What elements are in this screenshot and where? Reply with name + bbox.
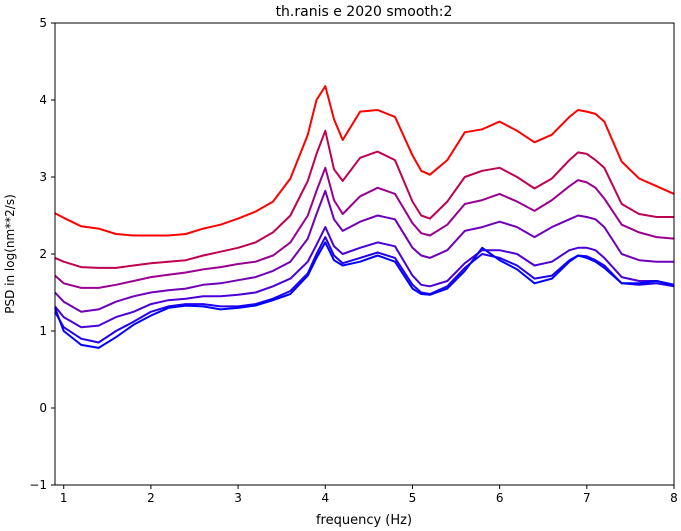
chart-title: th.ranis e 2020 smooth:2	[276, 4, 453, 20]
series-line-5	[54, 226, 675, 329]
axes-layer: 1 2 3 4 5 6 7 8 −1 0 1 2 3 4 5	[29, 16, 678, 505]
x-tick-label: 8	[670, 491, 678, 505]
series-line-2	[54, 129, 674, 269]
x-tick-label: 2	[147, 491, 155, 505]
y-axis-label: PSD in log(nm**2/s)	[3, 194, 17, 314]
y-tick-label: 5	[39, 16, 47, 30]
y-tick-label: −1	[29, 478, 47, 492]
y-tick-label: 1	[39, 324, 47, 338]
series-line-4	[54, 189, 674, 313]
plot-frame	[54, 22, 675, 486]
y-tick-label: 2	[39, 247, 47, 261]
series-line-7	[54, 241, 675, 349]
y-tick-label: 3	[39, 170, 47, 184]
x-tick-label: 5	[409, 491, 417, 505]
x-tick-label: 4	[321, 491, 329, 505]
x-tick-label: 3	[234, 491, 242, 505]
x-axis-label: frequency (Hz)	[316, 513, 412, 528]
x-tick-label: 7	[583, 491, 591, 505]
series-layer	[54, 85, 675, 349]
x-tick-label: 1	[60, 491, 68, 505]
y-tick-label: 0	[39, 401, 47, 415]
series-line-1	[54, 85, 675, 237]
y-tick-label: 4	[39, 93, 47, 107]
series-line-3	[54, 166, 675, 289]
x-tick-label: 6	[496, 491, 504, 505]
